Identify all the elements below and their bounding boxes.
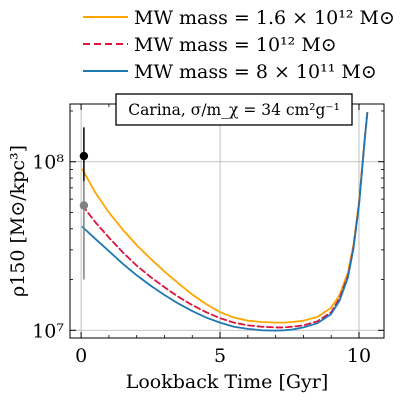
tick-layer: 0 5 10 10⁷ 10⁸ bbox=[32, 104, 384, 367]
grid-lines bbox=[70, 104, 384, 338]
observation-layer bbox=[79, 127, 89, 280]
observation-point-1 bbox=[79, 151, 89, 161]
chart-title: Carina, σ/m_χ = 34 cm²g⁻¹ bbox=[128, 101, 340, 119]
y-axis-label: ρ150 [M⊙/kpc³] bbox=[7, 145, 29, 297]
legend-label-series-3: MW mass = 8 × 10¹¹ M⊙ bbox=[134, 61, 377, 83]
legend-label-series-2: MW mass = 10¹² M⊙ bbox=[134, 34, 337, 56]
series-line-3 bbox=[81, 111, 369, 332]
x-tick-label: 5 bbox=[214, 345, 226, 367]
x-tick-label: 10 bbox=[347, 345, 371, 367]
legend: MW mass = 1.6 × 10¹² M⊙ MW mass = 10¹² M… bbox=[83, 7, 395, 83]
y-tick-label: 10⁸ bbox=[32, 152, 64, 174]
x-tick-label: 0 bbox=[75, 345, 87, 367]
series-layer bbox=[81, 111, 369, 332]
title-box bbox=[115, 93, 353, 126]
series-line-2 bbox=[81, 111, 369, 329]
series-line-1 bbox=[81, 111, 369, 324]
legend-label-series-1: MW mass = 1.6 × 10¹² M⊙ bbox=[134, 7, 395, 29]
x-axis-label: Lookback Time [Gyr] bbox=[126, 371, 329, 393]
observation-point-2 bbox=[79, 201, 89, 210]
y-tick-label: 10⁷ bbox=[32, 320, 64, 342]
